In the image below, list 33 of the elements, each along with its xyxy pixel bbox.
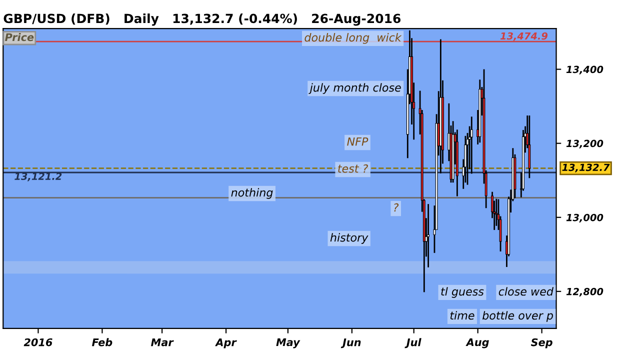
- y-tick-label: 13,000: [566, 214, 604, 222]
- x-tick-label: Feb: [92, 338, 112, 346]
- ref-line-label: 13,121.2: [14, 172, 62, 182]
- annotation: close wed: [498, 287, 554, 296]
- annotation: history: [330, 233, 368, 244]
- x-tick-label: Jun: [340, 338, 361, 348]
- x-tick-label: Aug: [466, 338, 489, 348]
- annotation: bottle over p: [482, 311, 553, 322]
- annotation: tl guess: [441, 287, 484, 298]
- annotation: july month close: [308, 83, 401, 94]
- x-tick-label: May: [276, 338, 300, 348]
- chart-title: GBP/USD (DFB) Daily 13,132.7 (-0.44%) 26-Aug-2016: [4, 14, 401, 26]
- x-tick-label: Jul: [404, 338, 422, 348]
- annotation: double long wick: [304, 33, 402, 44]
- candlestick: [456, 128, 458, 197]
- x-tick-label: Apr: [215, 338, 237, 348]
- annotation: NFP: [347, 137, 368, 146]
- annotation: nothing: [231, 188, 273, 199]
- annotation: Price: [5, 33, 34, 42]
- annotation: ?: [394, 203, 399, 212]
- candlestick: [528, 114, 531, 179]
- annotation: test ?: [338, 164, 368, 173]
- y-tick-label: 12,800: [566, 288, 604, 296]
- candlestick: [470, 116, 473, 174]
- y-tick-label: 13,200: [566, 140, 604, 148]
- ref-line-label: 13,474.9: [500, 32, 548, 41]
- x-tick-label: 2016: [24, 338, 52, 346]
- x-tick-label: Sep: [530, 338, 552, 348]
- ref-line-label: 13,132.7: [562, 164, 610, 172]
- x-tick-label: Mar: [150, 338, 174, 346]
- candlestick: [478, 78, 482, 144]
- annotation: time: [450, 311, 474, 320]
- y-tick-label: 13,400: [566, 66, 604, 74]
